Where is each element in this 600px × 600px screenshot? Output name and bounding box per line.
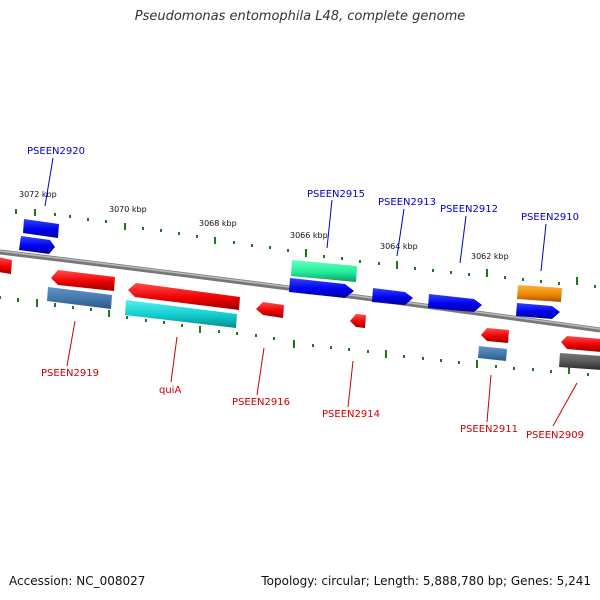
leader-line-pseen2916	[256, 347, 265, 396]
leader-line-pseen2919	[66, 320, 76, 367]
page-title: Pseudomonas entomophila L48, complete ge…	[134, 9, 466, 24]
gene-arrow-red-left[interactable]	[0, 257, 12, 274]
gene-label-pseen2912[interactable]: PSEEN2912	[440, 204, 498, 215]
gene-arrow-steel[interactable]	[47, 287, 112, 309]
gene-arrow-pseen2915[interactable]	[291, 260, 357, 282]
gene-arrow-pseen2911[interactable]	[481, 328, 509, 343]
inner-tick-track	[0, 296, 589, 376]
gene-label-pseen2920[interactable]: PSEEN2920	[27, 146, 85, 157]
coordinate-label: 3066 kbp	[290, 231, 328, 240]
gene-arrow-blue[interactable]	[516, 303, 560, 319]
leader-line-pseen2909	[552, 382, 578, 427]
gene-label-pseen2909[interactable]: PSEEN2909	[526, 430, 584, 441]
gene-arrow-pseen2912[interactable]	[428, 294, 482, 312]
gene-arrow-pseen2910-orange[interactable]	[517, 285, 562, 302]
accession-text: Accession: NC_008027	[9, 574, 146, 588]
reverse-genes	[47, 270, 600, 370]
coordinate-label: 3072 kbp	[19, 190, 57, 199]
coordinate-label: 3062 kbp	[471, 252, 509, 261]
gene-label-pseen2919[interactable]: PSEEN2919	[41, 368, 99, 379]
leader-line-quia	[170, 336, 178, 383]
outer-tick-track	[15, 209, 596, 288]
forward-genes	[0, 219, 562, 319]
gene-label-pseen2915[interactable]: PSEEN2915	[307, 189, 365, 200]
gene-arrow-quia[interactable]	[128, 283, 240, 310]
leader-line-pseen2920	[44, 157, 54, 207]
leader-line-pseen2914	[347, 360, 354, 408]
coordinate-label: 3068 kbp	[199, 219, 237, 228]
gene-arrow-steel[interactable]	[478, 346, 507, 361]
gene-arrow-blue[interactable]	[289, 278, 354, 298]
gene-label-pseen2914[interactable]: PSEEN2914	[322, 409, 380, 420]
gene-arrow-pseen2919[interactable]	[51, 270, 115, 291]
gene-arrow-pseen2920[interactable]	[23, 219, 59, 238]
gene-arrow-pseen2913[interactable]	[372, 288, 413, 305]
gene-label-pseen2911[interactable]: PSEEN2911	[460, 424, 518, 435]
gene-arrow-pseen2909[interactable]	[561, 336, 600, 352]
leader-line-pseen2915	[326, 199, 333, 249]
leader-line-pseen2913	[396, 208, 405, 257]
label-leader-lines	[44, 157, 578, 427]
coordinate-label: 3070 kbp	[109, 205, 147, 214]
gene-arrow-cyan[interactable]	[125, 300, 237, 328]
gene-label-pseen2910[interactable]: PSEEN2910	[521, 212, 579, 223]
leader-line-pseen2912	[459, 215, 467, 264]
gene-arrow-pseen2914[interactable]	[350, 314, 366, 328]
gene-arrow-pseen2916[interactable]	[256, 302, 284, 318]
gene-label-quia[interactable]: quiA	[159, 385, 181, 396]
gene-label-pseen2916[interactable]: PSEEN2916	[232, 397, 290, 408]
gene-label-pseen2913[interactable]: PSEEN2913	[378, 197, 436, 208]
leader-line-pseen2911	[486, 374, 492, 423]
gene-arrow-gray[interactable]	[559, 353, 600, 370]
topology-text: Topology: circular; Length: 5,888,780 bp…	[261, 574, 591, 588]
leader-line-pseen2910	[540, 223, 547, 272]
gene-arrow-blue[interactable]	[19, 236, 55, 254]
